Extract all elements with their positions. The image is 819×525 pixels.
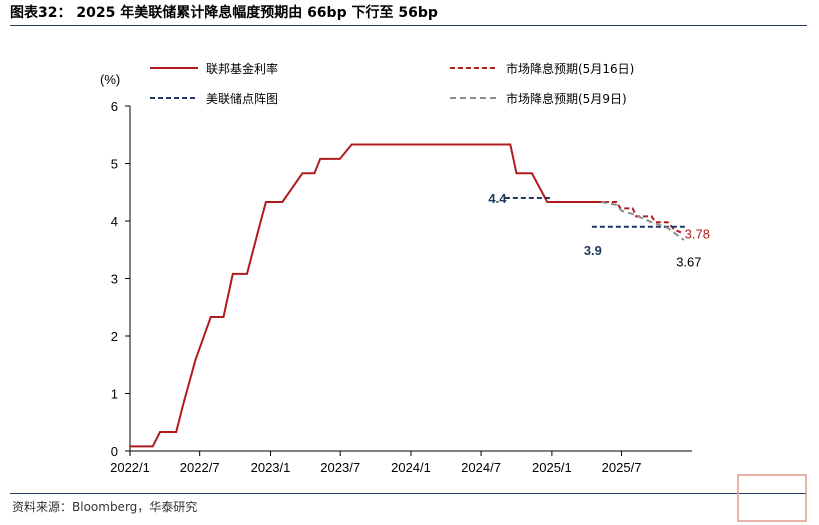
data-label-3: 3.67 [676,254,701,269]
axes: 0 1 2 3 4 5 6 (%) 2022/1 2022/7 2023/1 2023/7 2024/1… [100,72,692,475]
source-note: 资料来源：Bloomberg，华泰研究 [12,500,198,514]
legend-label-1: 市场降息预期(5月16日) [506,61,634,76]
y-tick-label: 2 [111,329,118,344]
series-line-3 [601,201,685,241]
y-axis-unit-label: (%) [100,72,120,87]
y-tick-label: 5 [111,157,118,172]
y-tick-label: 6 [111,99,118,114]
y-tick-label: 4 [111,214,118,229]
legend-label-2: 美联储点阵图 [206,91,278,106]
annotation-layer: 4.4 3.9 3.78 3.67 [488,191,710,269]
top-rule [10,25,807,26]
x-tick-label: 2024/1 [391,460,431,475]
legend-label-3: 市场降息预期(5月9日) [506,91,627,106]
x-tick-label: 2024/7 [461,460,501,475]
bottom-rule [10,493,807,494]
figure-title: 图表32： 2025 年美联储累计降息幅度预期由 66bp 下行至 56bp [10,5,438,21]
x-tick-label: 2025/1 [532,460,572,475]
y-tick-label: 1 [111,387,118,402]
series-line-1 [603,201,685,235]
y-tick-label: 0 [111,444,118,459]
series-line-0 [130,143,604,448]
legend: 联邦基金利率 市场降息预期(5月16日) 美联储点阵图 市场降息预期(5月9日) [150,61,634,106]
data-label-2: 3.78 [685,227,710,242]
x-tick-label: 2022/1 [110,460,150,475]
data-label-1: 3.9 [584,243,602,258]
fed-rate-chart: 联邦基金利率 市场降息预期(5月16日) 美联储点阵图 市场降息预期(5月9日) 0 1… [100,61,710,475]
y-tick-label: 3 [111,272,118,287]
x-tick-label: 2025/7 [602,460,642,475]
x-tick-label: 2022/7 [180,460,220,475]
x-tick-label: 2023/1 [251,460,291,475]
data-label-0: 4.4 [488,191,507,206]
x-tick-label: 2023/7 [320,460,360,475]
series-layer [130,143,688,448]
legend-label-0: 联邦基金利率 [206,61,278,76]
watermark-stamp [737,474,807,522]
